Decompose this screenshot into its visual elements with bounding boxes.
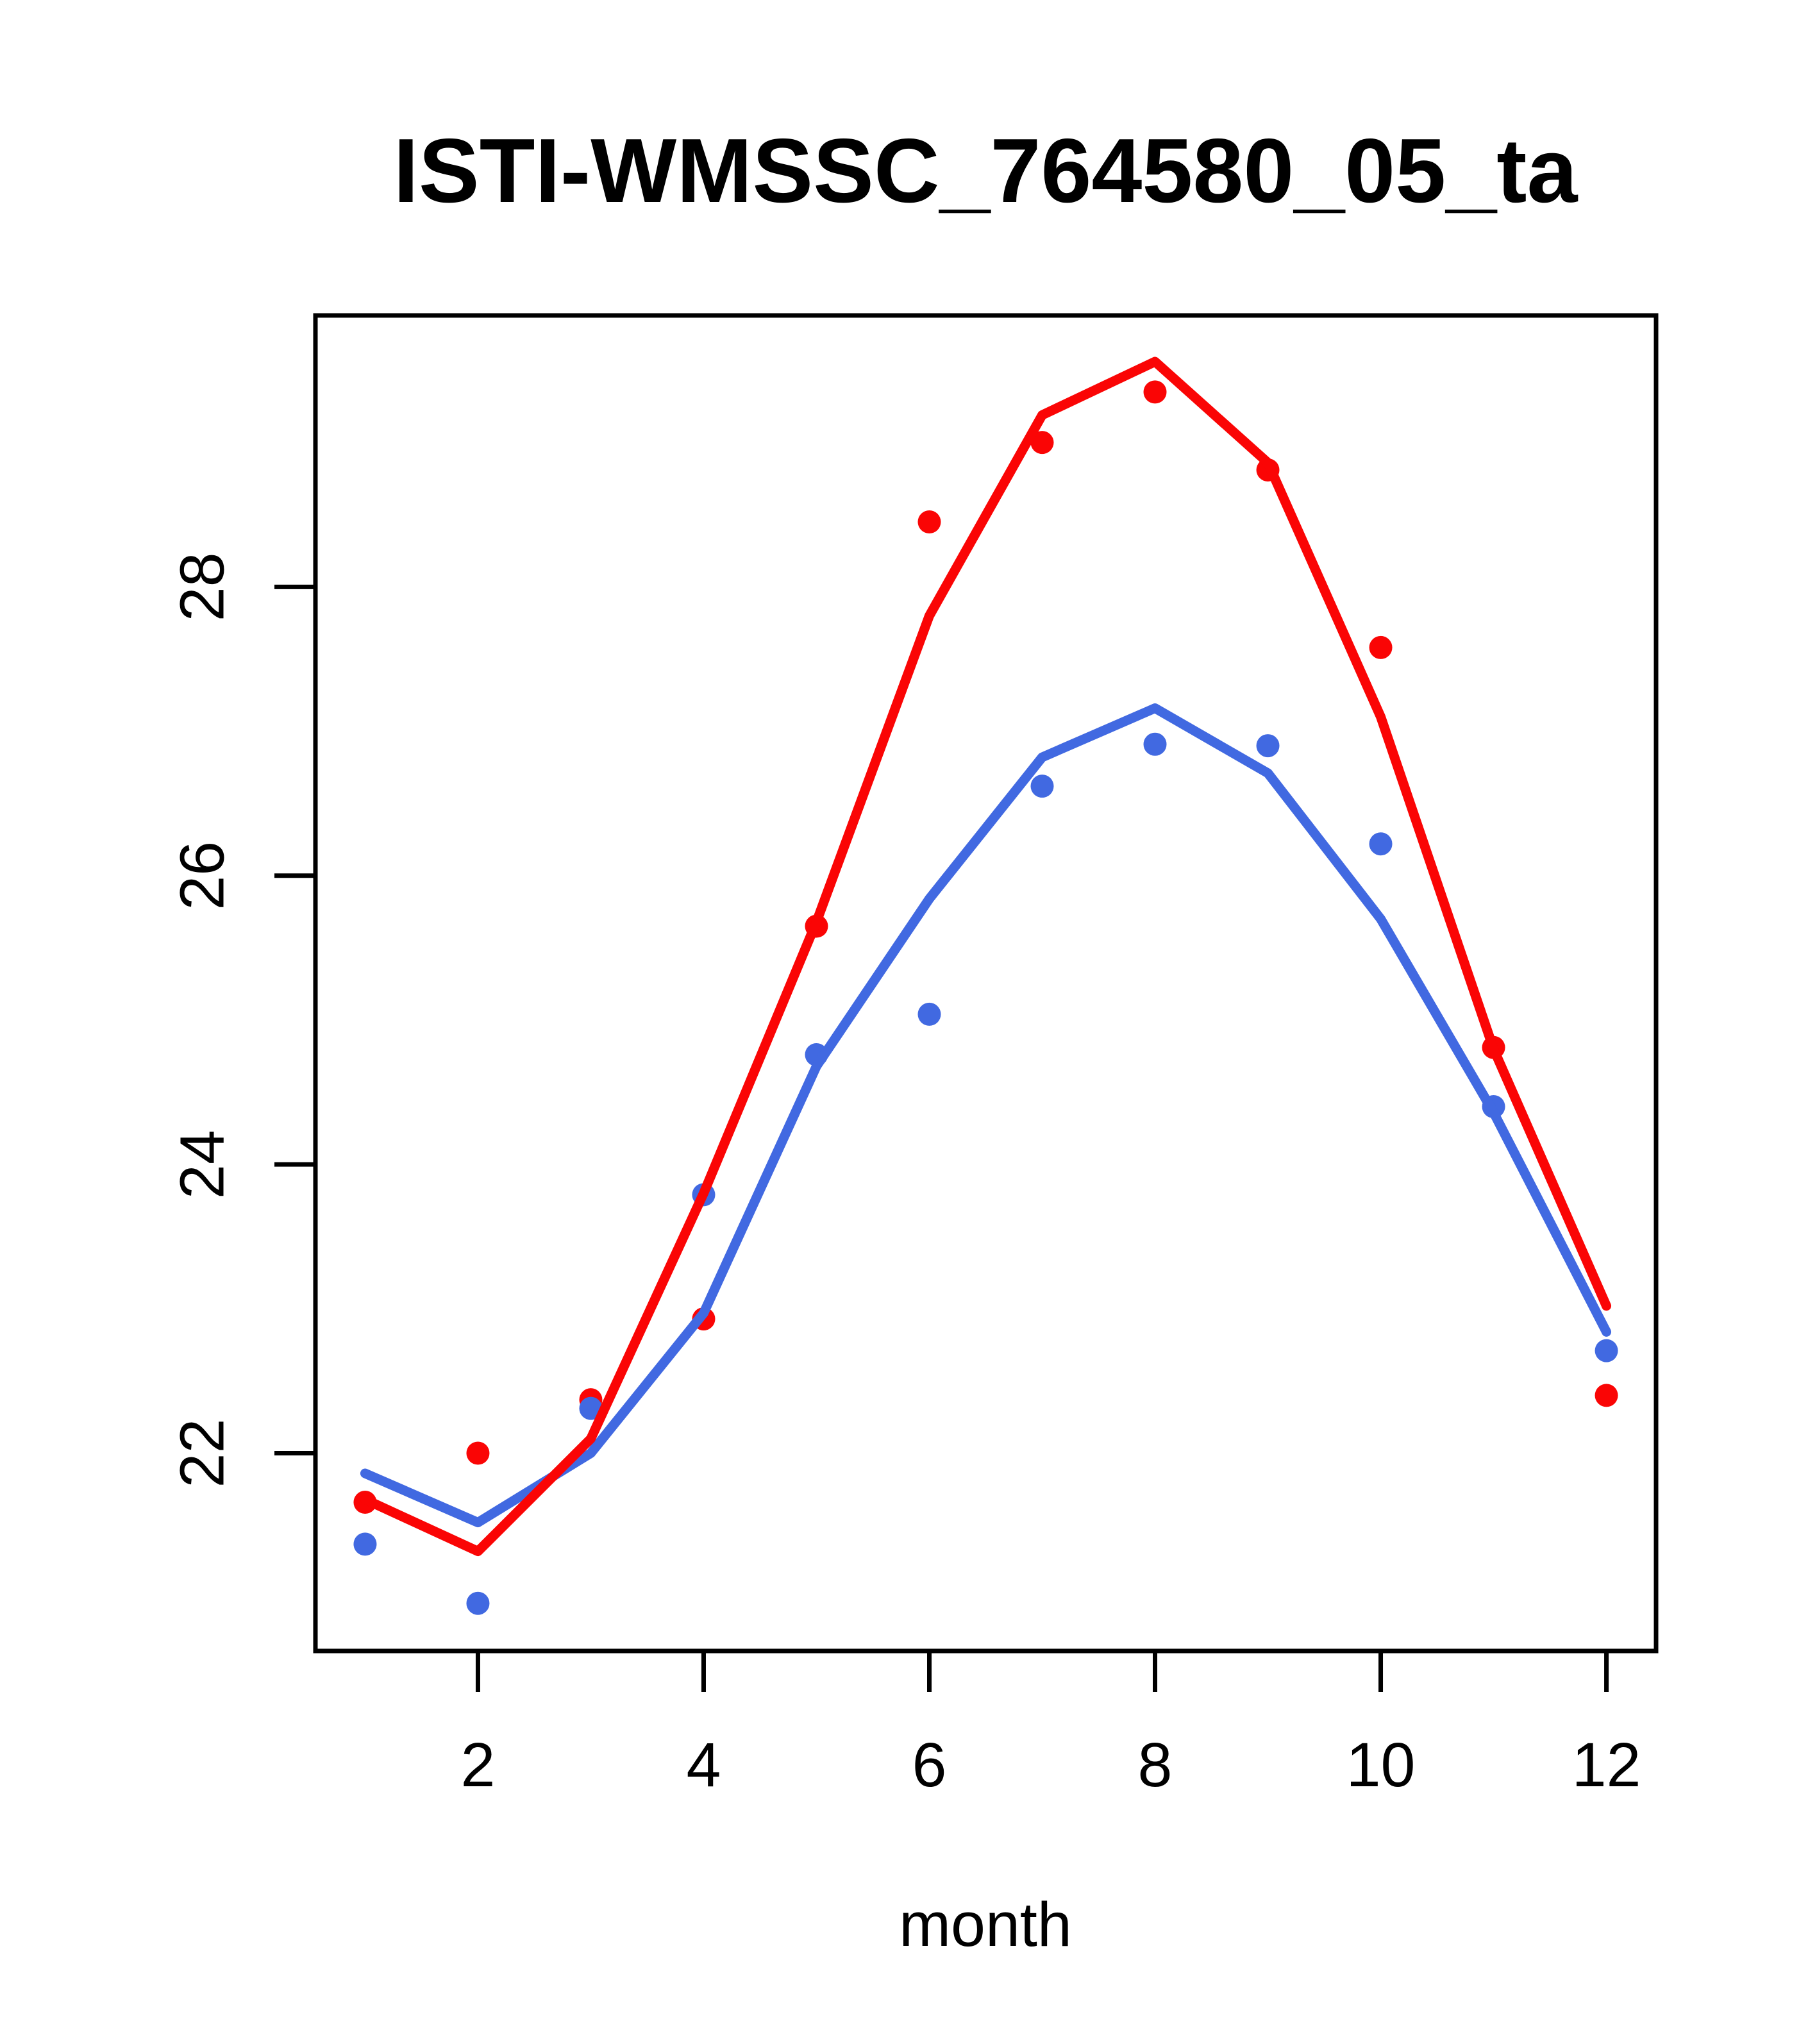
data-point-red-points-m8 [1143, 380, 1167, 404]
data-point-blue-points-m12 [1595, 1339, 1618, 1362]
x-axis-label: month [899, 1889, 1072, 1959]
data-point-blue-points-m3 [579, 1396, 603, 1420]
series-red-fitted-line [360, 356, 1612, 1557]
data-point-blue-points-m9 [1256, 734, 1280, 758]
x-tick-label: 8 [1138, 1730, 1173, 1800]
data-point-blue-points-m2 [466, 1591, 490, 1615]
x-tick-label: 4 [686, 1730, 721, 1800]
data-point-red-points-m10 [1369, 635, 1393, 659]
data-point-blue-points-m8 [1143, 732, 1167, 756]
data-point-blue-points-m1 [353, 1532, 377, 1556]
y-tick-label: 22 [167, 1419, 237, 1488]
y-tick-label: 24 [167, 1130, 237, 1199]
data-point-blue-points-m6 [917, 1002, 941, 1026]
y-tick-label: 28 [167, 552, 237, 621]
x-tick-label: 10 [1346, 1730, 1416, 1800]
data-point-red-points-m12 [1595, 1384, 1618, 1407]
plot-border [313, 313, 1659, 1654]
data-point-blue-points-m7 [1030, 775, 1054, 798]
series-blue-fitted-line [360, 703, 1612, 1528]
data-point-blue-points-m10 [1369, 832, 1393, 856]
x-tick-label: 6 [912, 1730, 947, 1800]
data-point-red-points-m2 [466, 1441, 490, 1465]
x-tick-label: 12 [1572, 1730, 1641, 1800]
chart-title: ISTI-WMSSC_764580_05_ta [394, 120, 1578, 222]
x-tick-label: 2 [460, 1730, 495, 1800]
data-point-red-points-m7 [1030, 431, 1054, 455]
data-point-red-points-m6 [917, 510, 941, 534]
y-tick-label: 26 [167, 841, 237, 910]
